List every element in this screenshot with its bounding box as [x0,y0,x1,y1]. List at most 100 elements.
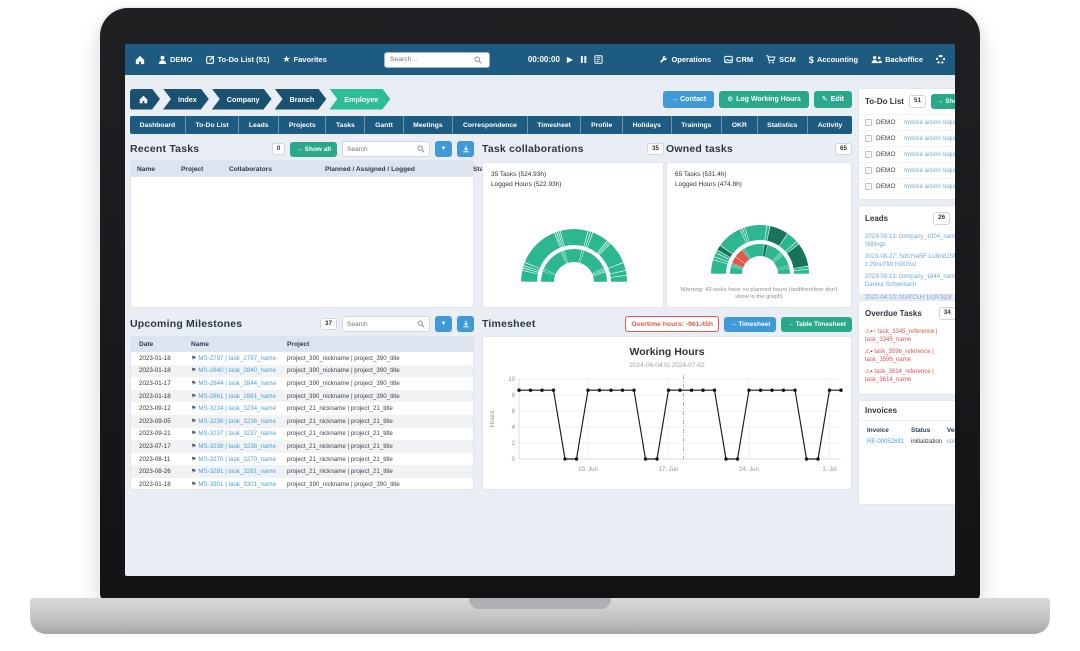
milestones-search-input[interactable] [347,320,417,328]
recent-tasks-export-button[interactable] [457,141,474,157]
search-icon[interactable] [417,320,425,328]
tab-activity[interactable]: Activity [817,121,843,129]
milestone-name-link[interactable]: ⚑ MS-3281 | task_3281_name [191,468,277,476]
breadcrumb-home[interactable] [130,89,160,110]
tab-leads[interactable]: Leads [239,116,280,134]
nav-user[interactable]: DEMO [158,55,193,64]
todo-checkbox[interactable] [865,151,872,158]
tab-tasks[interactable]: Tasks [326,116,366,134]
overdue-task-link[interactable]: ⚠▪ task_3597_reference | task_3597_name [859,387,955,391]
search-icon[interactable] [417,145,425,153]
todo-link[interactable]: Invoice action required [904,119,955,126]
todo-link[interactable]: Invoice action required [904,167,955,174]
todo-link[interactable]: Invoice action required [904,183,955,190]
tab-okr[interactable]: OKR [722,116,758,134]
tab-profile[interactable]: Profile [581,116,623,134]
milestone-name-link[interactable]: ⚑ MS-3237 | task_3237_name [191,430,277,438]
tab-meetings[interactable]: Meetings [404,116,454,134]
milestone-row[interactable]: 2023-07-17 ⚑ MS-3238 | task_3238_name pro… [131,440,473,453]
search-icon[interactable] [474,55,482,64]
breadcrumb-employee[interactable]: Employee [329,89,390,110]
task-collaborations-sunburst-chart[interactable] [483,190,665,286]
milestone-name-link[interactable]: ⚑ MS-3270 | task_3270_name [191,455,277,463]
lead-item-link[interactable]: 2023-08-27: SdbYreBF Ls3m8JSNu z 29ouTMt… [865,254,955,269]
tab-projects[interactable]: Projects [279,116,327,134]
nav-crm[interactable]: CRM [724,55,753,64]
tab-to-do-list[interactable]: To-Do List [186,116,240,134]
invoice-number-link[interactable]: RE-00052691 [867,439,905,445]
breadcrumb-branch[interactable]: Branch [275,89,327,110]
breadcrumb-company[interactable]: Company [212,89,272,110]
nav-todo-list[interactable]: To-Do List (51) [205,55,269,64]
recent-tasks-filter-dropdown[interactable]: ▼ [435,141,452,157]
todo-row[interactable]: DEMO Invoice action required [859,178,955,194]
todo-link[interactable]: Invoice action required [904,135,955,142]
pause-icon[interactable] [580,55,587,64]
invoice-vendor-link[interactable]: company [947,439,955,445]
tab-dashboard[interactable]: Dashboard [130,116,186,134]
edit-button[interactable]: ✎ Edit [813,90,852,108]
todo-row[interactable]: DEMO Invoice action required [859,146,955,162]
milestone-name-link[interactable]: ⚑ MS-3234 | task_3234_name [191,405,277,413]
gear-icon[interactable] [936,55,945,64]
milestone-row[interactable]: 2023-08-26 ⚑ MS-3281 | task_3281_name pro… [131,465,473,478]
todo-checkbox[interactable] [865,135,872,142]
milestones-export-button[interactable] [457,316,474,332]
tab-correspondence[interactable]: Correspondence [453,116,528,134]
overdue-task-link[interactable]: ⚠▪ task_3614_reference | task_3614_name [865,369,934,384]
lead-item-link[interactable]: 2023-09-13: company_1646_name | Danika S… [865,274,955,289]
breadcrumb-index[interactable]: Index [163,89,209,110]
log-working-hours-button[interactable]: ⊙ Log Working Hours [719,90,809,108]
tab-timesheet[interactable]: Timesheet [528,116,582,134]
invoice-row[interactable]: RE-00052691 initialization company [859,437,955,447]
milestone-row[interactable]: 2023-01-18 ⚑ MS-2861 | task_2861_name pro… [131,389,473,403]
table-timesheet-button[interactable]: → Table Timesheet [781,316,852,332]
milestone-row[interactable]: 2023-01-18 ⚑ MS-3301 | task_3301_name pro… [131,478,473,491]
todo-row[interactable]: DEMO Invoice action required [859,162,955,178]
milestone-name-link[interactable]: ⚑ MS-2861 | task_2861_name [191,392,277,400]
milestone-name-link[interactable]: ⚑ MS-3238 | task_3238_name [191,442,277,450]
nav-home[interactable] [135,55,145,65]
todo-checkbox[interactable] [865,167,872,174]
milestone-row[interactable]: 2023-09-12 ⚑ MS-3234 | task_3234_name pro… [131,402,473,415]
overdue-task-link[interactable]: ⚠▪◔ task_3345_reference | task_3345_name [865,329,938,344]
todo-row[interactable]: DEMO Invoice action required [859,130,955,146]
nav-operations[interactable]: Operations [659,55,711,64]
sidebar-todo-show-all-button[interactable]: → Show all [930,94,955,109]
milestone-row[interactable]: 2023-09-21 ⚑ MS-3237 | task_3237_name pro… [131,428,473,441]
milestone-row[interactable]: 2023-09-05 ⚑ MS-3236 | task_3236_name pro… [131,414,473,428]
contact-button[interactable]: → Contact [663,90,715,108]
tab-statistics[interactable]: Statistics [758,116,809,134]
milestone-row[interactable]: 2023-08-11 ⚑ MS-3270 | task_3270_name pro… [131,453,473,466]
todo-link[interactable]: Invoice action required [904,151,955,158]
tab-gantt[interactable]: Gantt [365,116,404,134]
milestone-name-link[interactable]: ⚑ MS-3236 | task_3236_name [191,417,277,425]
lead-item-link[interactable]: 2023-09-13: company_1004_name | Stilling… [865,234,955,249]
nav-favorites[interactable]: ★ Favorites [282,54,326,65]
nav-search-input[interactable] [389,56,474,63]
milestone-name-link[interactable]: ⚑ MS-2797 | task_2797_name [191,354,277,362]
todo-checkbox[interactable] [865,119,872,126]
nav-backoffice[interactable]: Backoffice [871,55,923,64]
milestone-row[interactable]: 2023-01-18 ⚑ MS-2797 | task_2797_name pro… [131,352,473,365]
tab-trainings[interactable]: Trainings [672,116,723,134]
todo-row[interactable]: DEMO Invoice action required [859,114,955,130]
journal-icon[interactable] [594,55,603,64]
milestone-name-link[interactable]: ⚑ MS-3301 | task_3301_name [191,480,277,488]
recent-tasks-search-input[interactable] [347,145,417,153]
overdue-task-link[interactable]: ⚠▪ task_3596_reference | task_3596_name [865,349,934,364]
recent-tasks-show-all-button[interactable]: → Show all [290,141,337,157]
milestone-row[interactable]: 2023-01-18 ⚑ MS-2840 | task_2840_name pro… [131,364,473,378]
timesheet-button[interactable]: → Timesheet [724,316,777,332]
milestones-filter-dropdown[interactable]: ▼ [435,316,452,332]
milestone-name-link[interactable]: ⚑ MS-2840 | task_2840_name [191,367,277,375]
todo-checkbox[interactable] [865,183,872,190]
owned-tasks-sunburst-chart[interactable] [667,190,853,278]
play-icon[interactable]: ▶ [566,55,574,64]
nav-accounting[interactable]: $ Accounting [809,55,858,65]
milestone-name-link[interactable]: ⚑ MS-2844 | task_2844_name [191,379,277,387]
nav-scm[interactable]: SCM [766,55,796,64]
tab-holidays[interactable]: Holidays [623,116,672,134]
milestone-row[interactable]: 2023-01-17 ⚑ MS-2844 | task_2844_name pro… [131,377,473,390]
